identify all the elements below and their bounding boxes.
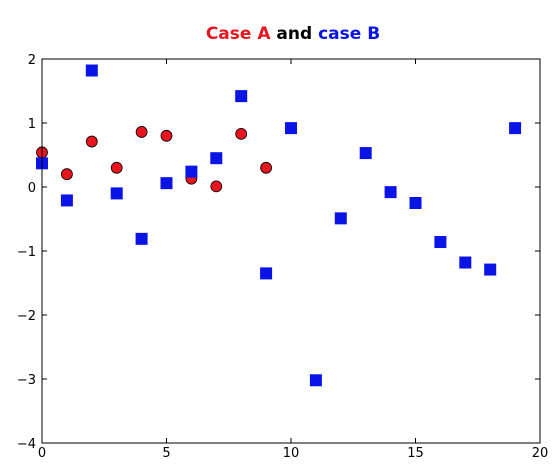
y-tick-label: 0 <box>28 181 36 196</box>
y-tick-label: 1 <box>28 117 36 132</box>
case-b-point <box>60 194 73 207</box>
case-b-point <box>160 177 173 190</box>
case-a-point <box>260 161 273 174</box>
case-a-point <box>235 127 248 140</box>
title-and: and <box>271 24 319 44</box>
title-case-a: Case A <box>206 24 272 44</box>
case-b-point <box>260 267 273 280</box>
case-b-point <box>459 256 472 269</box>
x-tick-label: 5 <box>162 446 170 461</box>
title-case-b: case B <box>318 24 380 44</box>
x-tick-label: 10 <box>283 446 300 461</box>
x-tick-label: 20 <box>532 446 549 461</box>
case-b-point <box>484 263 497 276</box>
case-b-point <box>434 236 447 249</box>
case-b-point <box>409 197 422 209</box>
case-b-point <box>235 90 248 103</box>
case-a-point <box>210 180 223 193</box>
case-b-point <box>334 212 347 225</box>
case-b-point <box>210 152 223 165</box>
case-b-point <box>359 147 372 160</box>
case-b-point <box>85 64 98 77</box>
plot-frame <box>41 58 541 444</box>
x-tick-label: 0 <box>38 446 46 461</box>
case-b-point <box>309 374 322 387</box>
data-marks <box>36 64 522 387</box>
y-tick-label: 2 <box>28 53 36 68</box>
case-b-point <box>110 187 123 200</box>
case-a-point <box>135 126 148 138</box>
y-tick-label: −3 <box>17 373 36 388</box>
y-tick-label: −4 <box>17 437 36 452</box>
case-a-point <box>61 168 73 181</box>
case-b-point <box>185 165 198 178</box>
chart-title: Case A and case B <box>206 24 380 44</box>
case-b-point <box>384 186 397 199</box>
y-tick-label: −1 <box>17 245 36 260</box>
case-b-point <box>135 232 148 245</box>
x-tick-label: 15 <box>407 446 424 461</box>
case-a-point <box>160 129 173 142</box>
case-b-point <box>285 122 297 135</box>
case-a-point <box>110 161 123 174</box>
y-tick-label: −2 <box>17 309 36 324</box>
case-b-point <box>509 122 522 135</box>
case-a-point <box>85 135 98 148</box>
